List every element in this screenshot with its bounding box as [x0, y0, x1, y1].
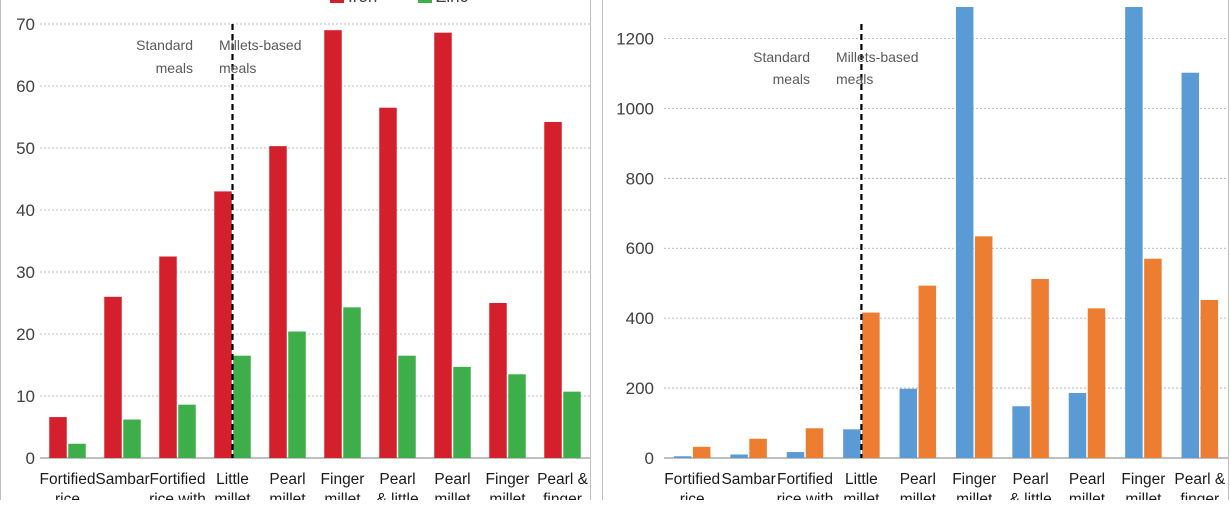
- y-tick-label: 30: [16, 263, 35, 282]
- bar: [1125, 7, 1143, 458]
- bar: [489, 303, 507, 458]
- bar: [379, 107, 397, 458]
- bar: [955, 7, 974, 458]
- bar: [159, 256, 177, 458]
- bar: [214, 191, 232, 458]
- bar: [544, 121, 562, 459]
- bar: [68, 443, 86, 458]
- bar: [1031, 278, 1049, 458]
- category-label: Pearl millet: [434, 471, 471, 500]
- annotation-millet-meals: Millets-based meals: [219, 37, 301, 76]
- category-label: Little millet: [214, 471, 251, 500]
- category-label: Sambar: [95, 471, 149, 488]
- bar: [749, 438, 767, 458]
- bar: [692, 446, 711, 458]
- y-tick-label: 0: [26, 449, 35, 468]
- y-tick-label: 800: [626, 169, 654, 188]
- bar: [453, 366, 471, 458]
- bar: [974, 236, 993, 458]
- bar: [563, 391, 581, 458]
- y-tick-label: 600: [626, 239, 654, 258]
- category-label: Fortified rice with: [149, 471, 206, 500]
- y-tick-label: 40: [16, 201, 35, 220]
- bar: [1087, 308, 1106, 458]
- bar: [324, 30, 342, 458]
- bar: [1181, 72, 1200, 458]
- category-label: Finger millet: [1121, 471, 1165, 500]
- y-tick-label: 70: [16, 15, 35, 34]
- category-label: Pearl millet: [269, 471, 306, 500]
- category-label: Fortified rice with: [777, 471, 834, 500]
- bar: [123, 419, 141, 458]
- bar: [843, 429, 861, 458]
- legend-swatch: [330, 0, 344, 3]
- category-label: Finger millet: [321, 471, 365, 500]
- category-label: Pearl & little: [1009, 471, 1051, 500]
- category-label: Pearl & little: [376, 471, 418, 500]
- bar: [862, 312, 880, 458]
- bar: [434, 32, 452, 459]
- y-tick-label: 1000: [616, 99, 654, 118]
- bar: [786, 452, 805, 458]
- bar: [673, 456, 692, 458]
- y-tick-label: 60: [16, 77, 35, 96]
- category-label: Finger millet: [486, 471, 530, 500]
- annotation-millet-meals: Millets-based meals: [836, 49, 918, 87]
- bar: [233, 355, 251, 458]
- bar: [178, 404, 196, 458]
- bar: [508, 374, 526, 458]
- bar: [899, 388, 918, 458]
- legend-swatch: [418, 0, 432, 3]
- category-label: Pearl & finger: [537, 471, 588, 500]
- bar: [343, 307, 361, 458]
- bar: [288, 331, 306, 458]
- bar: [398, 355, 416, 458]
- y-tick-label: 20: [16, 325, 35, 344]
- bar: [1144, 258, 1162, 458]
- bar: [49, 417, 67, 458]
- y-tick-label: 400: [626, 309, 654, 328]
- annotation-standard-meals: Standard meals: [753, 49, 810, 87]
- bar: [805, 428, 824, 458]
- y-tick-label: 10: [16, 387, 35, 406]
- annotation-standard-meals: Standard meals: [136, 37, 193, 76]
- bar: [1068, 392, 1087, 458]
- y-tick-label: 200: [626, 379, 654, 398]
- category-label: Sambar: [721, 471, 775, 488]
- bar: [918, 285, 937, 458]
- y-tick-label: 0: [645, 449, 654, 468]
- bar: [1012, 406, 1030, 458]
- legend-label: Zinc: [436, 0, 469, 6]
- category-label: Pearl millet: [1069, 471, 1106, 500]
- y-tick-label: 50: [16, 139, 35, 158]
- category-label: Little millet: [843, 471, 880, 500]
- bar: [730, 454, 748, 458]
- category-label: Pearl & finger: [1174, 471, 1225, 500]
- bar: [1200, 299, 1219, 458]
- legend-label: Iron: [348, 0, 377, 6]
- y-tick-label: 1200: [616, 29, 654, 48]
- bar: [104, 296, 122, 458]
- category-label: Pearl millet: [900, 471, 937, 500]
- category-label: Finger millet: [952, 471, 996, 500]
- bar: [269, 146, 287, 458]
